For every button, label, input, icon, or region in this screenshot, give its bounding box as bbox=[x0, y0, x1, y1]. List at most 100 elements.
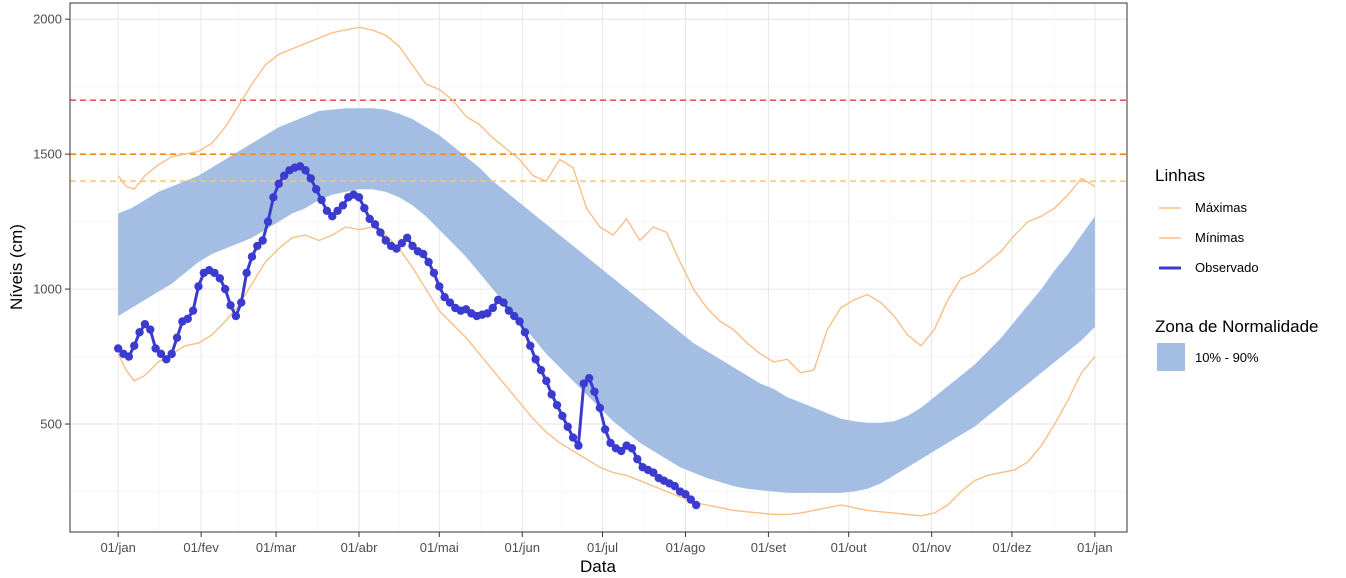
y-tick-label: 500 bbox=[40, 417, 62, 432]
y-axis: 500 1000 1500 2000 bbox=[33, 12, 70, 432]
x-tick-label: 01/jul bbox=[587, 540, 618, 555]
observed-point bbox=[354, 193, 364, 202]
observed-point bbox=[172, 333, 182, 342]
observed-point bbox=[237, 298, 246, 307]
observed-point bbox=[338, 201, 348, 210]
observed-point bbox=[424, 257, 433, 267]
observed-point bbox=[194, 282, 203, 291]
y-tick-label: 1000 bbox=[33, 282, 62, 297]
series-line-0 bbox=[117, 26, 1096, 374]
observed-point bbox=[419, 249, 428, 259]
observed-point bbox=[617, 446, 626, 456]
series-line-1 bbox=[117, 226, 1096, 517]
observed-point bbox=[370, 220, 380, 229]
x-tick-label: 01/mar bbox=[256, 540, 297, 555]
observed-point bbox=[499, 298, 508, 307]
observed-point bbox=[488, 303, 497, 313]
observed-point bbox=[397, 239, 407, 248]
observed-point bbox=[231, 311, 241, 321]
observed-point bbox=[226, 301, 235, 310]
observed-point bbox=[435, 282, 444, 291]
y-axis-title: Níveis (cm) bbox=[7, 224, 26, 310]
legend-lines-title: Linhas bbox=[1155, 166, 1205, 185]
observed-point bbox=[247, 252, 257, 261]
observed-point bbox=[542, 376, 551, 386]
observed-point bbox=[408, 241, 417, 251]
observed-point bbox=[311, 185, 321, 194]
legend: Linhas Máximas Mínimas Observado Zona de… bbox=[1155, 166, 1318, 371]
observed-point bbox=[156, 349, 166, 359]
observed-points bbox=[113, 162, 701, 510]
observed-point bbox=[504, 306, 514, 315]
observed-point bbox=[135, 328, 144, 337]
observed-point bbox=[590, 387, 599, 396]
observed-point bbox=[563, 422, 572, 431]
observed-point bbox=[691, 500, 701, 510]
observed-point bbox=[221, 284, 230, 294]
observed-point bbox=[681, 490, 690, 499]
x-tick-label: 01/nov bbox=[912, 540, 952, 555]
observed-point bbox=[600, 425, 610, 434]
observed-point bbox=[515, 317, 524, 326]
observed-point bbox=[402, 233, 412, 243]
observed-point bbox=[686, 495, 696, 504]
legend-label-zone: 10% - 90% bbox=[1195, 350, 1259, 365]
observed-point bbox=[633, 454, 642, 464]
x-tick-label: 01/set bbox=[751, 540, 787, 555]
observed-point bbox=[568, 433, 578, 442]
observed-point bbox=[146, 325, 155, 334]
observed-point bbox=[526, 341, 535, 350]
observed-point bbox=[306, 174, 316, 183]
observed-point bbox=[242, 268, 251, 278]
observed-point bbox=[536, 365, 546, 375]
observed-point bbox=[333, 206, 342, 216]
observed-point bbox=[263, 217, 273, 226]
observed-point bbox=[215, 274, 225, 283]
x-tick-label: 01/ago bbox=[666, 540, 706, 555]
legend-key-zone bbox=[1157, 343, 1185, 371]
observed-point bbox=[381, 236, 390, 245]
observed-point bbox=[558, 411, 567, 421]
observed-point bbox=[360, 203, 369, 213]
observed-point bbox=[595, 403, 605, 413]
observed-point bbox=[365, 214, 374, 224]
observed-point bbox=[510, 311, 519, 321]
x-tick-label: 01/jun bbox=[505, 540, 540, 555]
observed-point bbox=[317, 195, 326, 205]
reference-lines bbox=[70, 99, 1127, 182]
observed-point bbox=[322, 206, 332, 216]
observed-point bbox=[151, 344, 160, 353]
observed-point bbox=[429, 268, 439, 278]
observed-point bbox=[140, 319, 150, 329]
observed-point bbox=[279, 171, 289, 180]
legend-label-minimas: Mínimas bbox=[1195, 230, 1245, 245]
observed-point bbox=[253, 241, 262, 251]
observed-point bbox=[584, 373, 594, 383]
observed-point bbox=[520, 328, 530, 337]
observed-point bbox=[269, 193, 278, 202]
x-tick-label: 01/jan bbox=[100, 540, 135, 555]
observed-point bbox=[130, 341, 139, 350]
observed-point bbox=[531, 355, 540, 364]
observed-point bbox=[113, 344, 123, 353]
observed-point bbox=[301, 166, 310, 175]
x-tick-label: 01/out bbox=[831, 540, 868, 555]
plot-border bbox=[69, 2, 1128, 533]
observed-point bbox=[574, 441, 583, 450]
x-tick-label: 01/jan bbox=[1077, 540, 1112, 555]
x-tick-label: 01/dez bbox=[992, 540, 1031, 555]
observed-point bbox=[606, 438, 615, 448]
observed-point bbox=[445, 298, 455, 307]
legend-zone-title: Zona de Normalidade bbox=[1155, 317, 1318, 336]
observed-point bbox=[649, 468, 658, 477]
x-axis-title: Data bbox=[580, 557, 616, 576]
observed-point bbox=[258, 236, 267, 245]
observed-point bbox=[210, 268, 219, 278]
observed-point bbox=[162, 355, 171, 364]
legend-label-observado: Observado bbox=[1195, 260, 1259, 275]
observed-point bbox=[483, 309, 492, 318]
observed-point bbox=[627, 444, 637, 453]
observed-point bbox=[670, 481, 679, 491]
x-tick-label: 01/abr bbox=[341, 540, 379, 555]
